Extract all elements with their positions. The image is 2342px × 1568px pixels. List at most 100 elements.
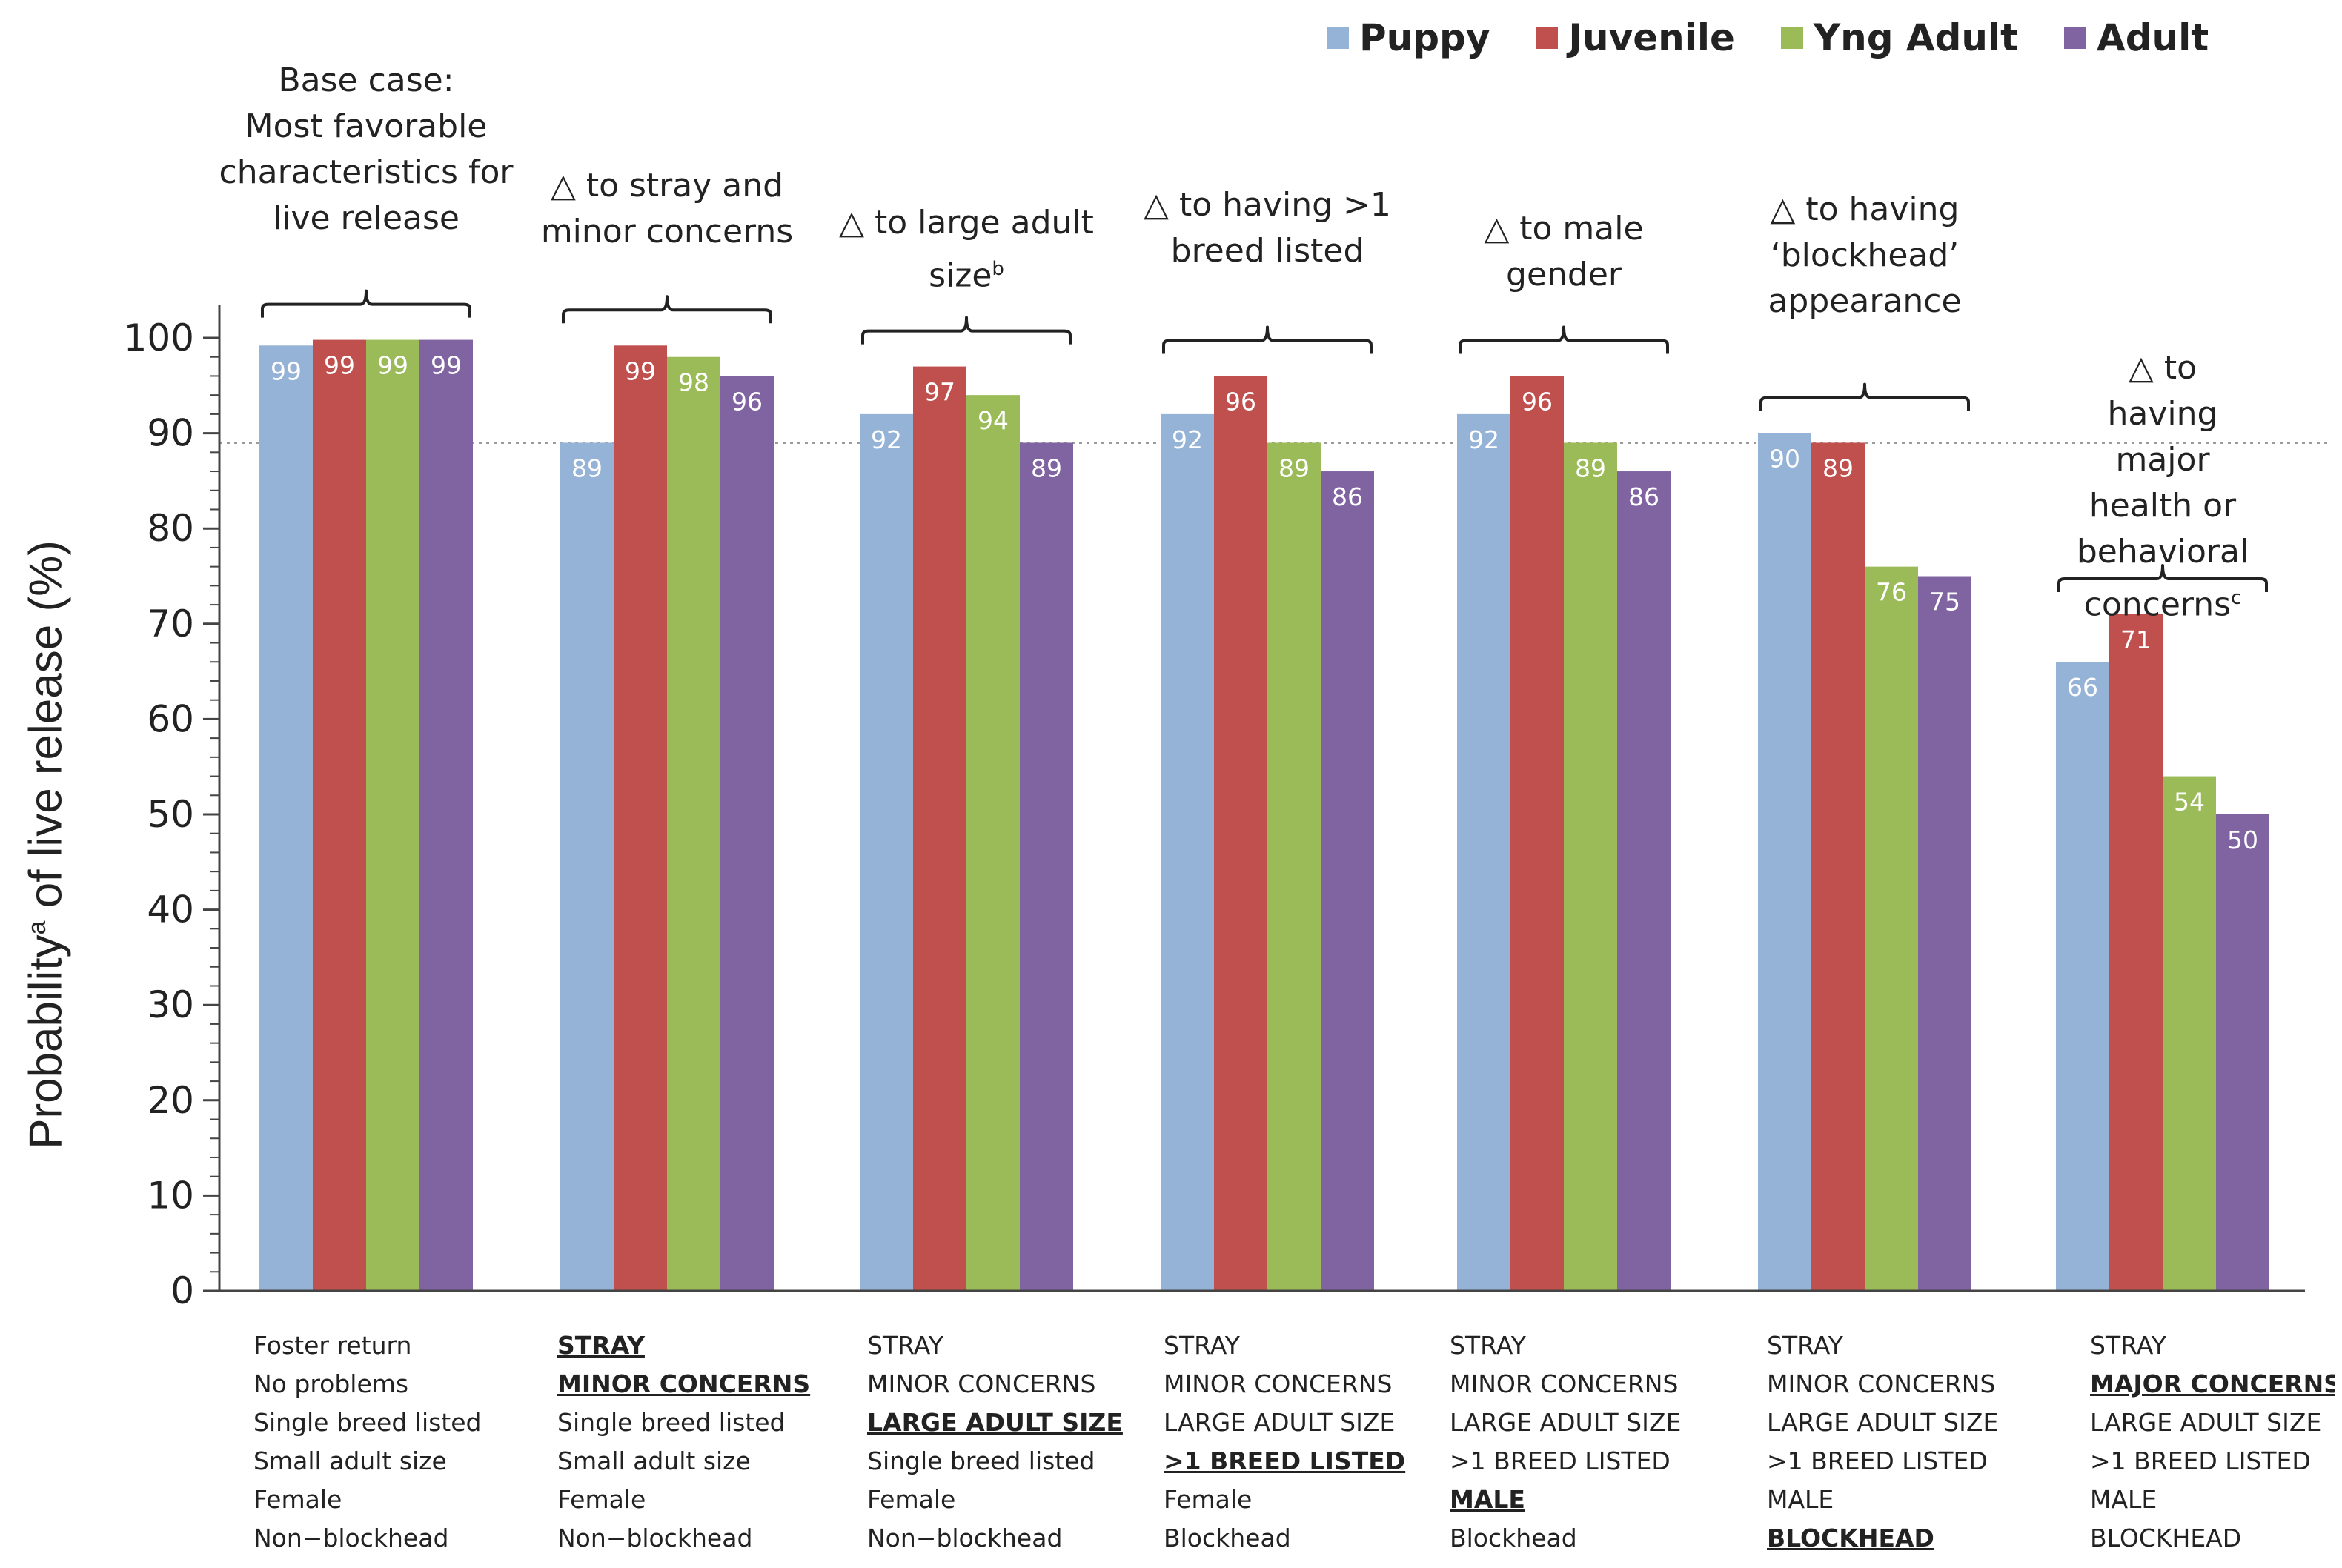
bar-value-label: 97	[924, 378, 955, 407]
bar-yng-adult	[1564, 442, 1617, 1292]
condition-line: Non−blockhead	[253, 1524, 449, 1552]
condition-line: LARGE ADULT SIZE	[867, 1408, 1123, 1437]
y-tick-label: 40	[147, 888, 194, 931]
bar-value-label: 86	[1628, 482, 1659, 511]
bar-value-label: 89	[571, 454, 603, 482]
condition-line: STRAY	[557, 1331, 645, 1360]
bar-yng-adult	[1865, 566, 1918, 1291]
condition-line: MINOR CONCERNS	[1450, 1369, 1679, 1398]
bar-value-label: 92	[1172, 425, 1203, 454]
bar-value-label: 89	[1822, 454, 1854, 482]
bar-juvenile	[1510, 376, 1564, 1292]
condition-line: MINOR CONCERNS	[867, 1369, 1096, 1398]
annotation-superscript: b	[992, 258, 1004, 280]
condition-line: No problems	[253, 1369, 409, 1398]
legend-item-puppy: Puppy	[1327, 16, 1490, 59]
annotation-line: concernsc	[2083, 585, 2242, 624]
condition-line: Small adult size	[253, 1446, 447, 1475]
bar-value-label: 92	[1468, 425, 1499, 454]
bar-puppy	[2056, 662, 2109, 1291]
condition-line: STRAY	[1164, 1331, 1240, 1360]
condition-line: Blockhead	[1164, 1524, 1291, 1552]
bar-puppy	[1758, 433, 1811, 1291]
annotation-line: major health or	[2089, 441, 2237, 525]
bar-value-label: 96	[732, 387, 763, 416]
bar-value-label: 99	[377, 351, 408, 380]
y-tick-label: 20	[147, 1079, 194, 1122]
y-tick-label: 80	[147, 507, 194, 550]
bar-adult	[720, 376, 774, 1292]
bar-value-label: 75	[1929, 588, 1960, 617]
bar-puppy	[860, 413, 913, 1291]
y-axis-title-main: Probability	[20, 934, 72, 1149]
annotation-line: sizeb	[929, 256, 1004, 295]
legend-item-yng-adult: Yng Adult	[1780, 16, 2018, 59]
group-brace	[261, 289, 471, 318]
bar-value-label: 76	[1876, 578, 1907, 607]
bar-value-label: 66	[2067, 673, 2098, 702]
bar-value-label: 89	[1278, 454, 1310, 482]
bar-value-label: 99	[431, 351, 462, 380]
bar-adult	[419, 339, 473, 1291]
condition-line: STRAY	[2090, 1331, 2166, 1360]
condition-line: BLOCKHEAD	[1767, 1524, 1934, 1552]
y-tick-label: 70	[147, 602, 194, 645]
annotation-line: behavioral	[2076, 533, 2249, 571]
annotation-line: live release	[273, 199, 460, 237]
annotation-line: appearance	[1768, 282, 1962, 320]
bar-adult	[1918, 576, 1971, 1291]
bar-value-label: 90	[1769, 445, 1800, 474]
condition-line: MALE	[2090, 1485, 2157, 1514]
condition-line: LARGE ADULT SIZE	[1767, 1408, 1999, 1437]
bar-juvenile	[614, 345, 667, 1292]
bar-juvenile	[1214, 376, 1267, 1292]
group-annotation-3: △ to large adult sizeb	[839, 200, 1094, 299]
condition-line: Non−blockhead	[867, 1524, 1063, 1552]
group-annotation-4: △ to having >1 breed listed	[1144, 182, 1391, 274]
condition-line: MALE	[1767, 1485, 1834, 1514]
condition-line: Female	[1164, 1485, 1253, 1514]
bar-yng-adult	[2163, 776, 2216, 1291]
annotation-line: minor concerns	[540, 213, 794, 250]
y-tick-label: 10	[147, 1174, 194, 1217]
group-annotation-5: △ to male gender	[1484, 206, 1643, 298]
condition-line: >1 BREED LISTED	[1450, 1446, 1671, 1475]
condition-line: Female	[867, 1485, 956, 1514]
condition-line: STRAY	[1767, 1331, 1843, 1360]
bar-value-label: 96	[1522, 387, 1553, 416]
bar-value-label: 50	[2227, 825, 2258, 854]
group-conditions-2: STRAY MINOR CONCERNS Single breed listed Sm…	[557, 1326, 810, 1558]
annotation-line: Base case:	[278, 62, 454, 99]
bar-value-label: 54	[2174, 788, 2205, 817]
y-axis-title-sup: a	[22, 920, 51, 935]
y-axis-title: Probabilitya of live release (%)	[20, 540, 73, 1149]
condition-line: >1 BREED LISTED	[1164, 1446, 1406, 1475]
bar-value-label: 89	[1575, 454, 1606, 482]
bar-value-label: 98	[678, 368, 709, 397]
bar-juvenile	[913, 366, 966, 1292]
annotation-line: gender	[1506, 256, 1622, 293]
y-tick-label: 30	[147, 983, 194, 1026]
bar-yng-adult	[366, 339, 419, 1291]
bar-yng-adult	[1267, 442, 1321, 1292]
annotation-line: △ to having	[2107, 349, 2218, 433]
bar-value-label: 92	[871, 425, 902, 454]
annotation-line: characteristics for	[219, 153, 514, 191]
condition-line: MINOR CONCERNS	[1164, 1369, 1393, 1398]
y-axis-title-rest: of live release (%)	[20, 540, 72, 921]
legend: Puppy Juvenile Yng Adult Adult	[1327, 16, 2209, 59]
bar-value-label: 99	[625, 356, 656, 385]
condition-line: Single breed listed	[867, 1446, 1095, 1475]
bar-value-label: 94	[978, 406, 1009, 435]
annotation-line: △ to large adult	[839, 204, 1094, 242]
group-annotation-1: Base case: Most favorable characteristics …	[219, 58, 514, 242]
bar-puppy	[1457, 413, 1510, 1291]
bar-adult	[1321, 471, 1374, 1291]
legend-label-juvenile: Juvenile	[1568, 16, 1735, 59]
group-conditions-7: STRAY MAJOR CONCERNS LARGE ADULT SIZE >1 BR…	[2090, 1326, 2335, 1558]
group-conditions-1: Foster return No problems Single breed lis…	[253, 1326, 482, 1558]
condition-line: LARGE ADULT SIZE	[2090, 1408, 2322, 1437]
legend-label-puppy: Puppy	[1359, 16, 1490, 59]
bar-adult	[2216, 814, 2269, 1291]
